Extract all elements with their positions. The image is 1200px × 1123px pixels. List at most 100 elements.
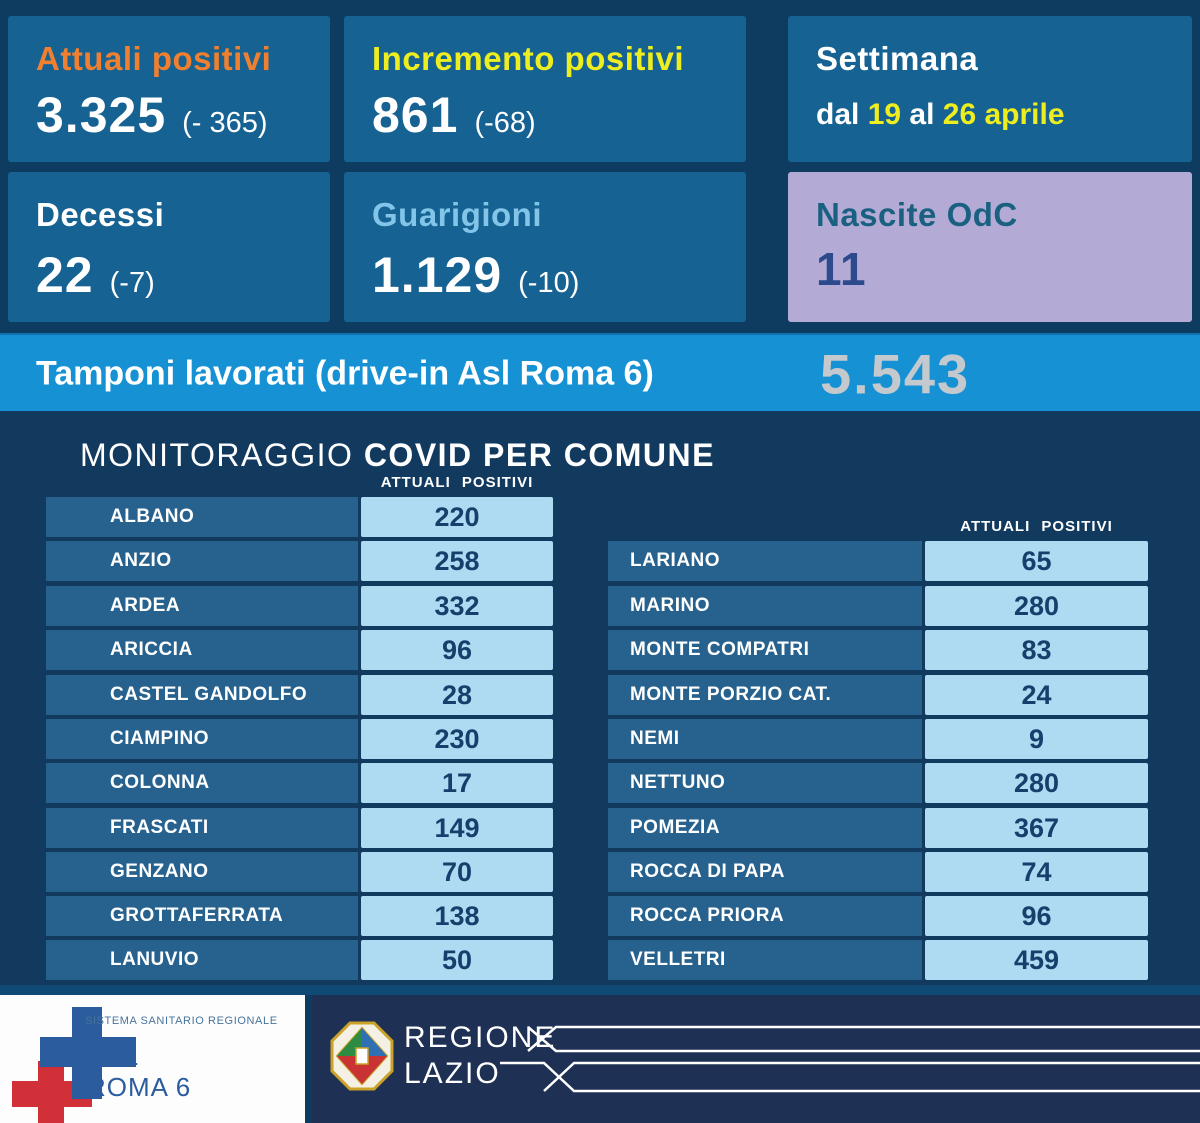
comune-label: CASTEL GANDOLFO bbox=[46, 675, 358, 715]
guarigioni-label: Guarigioni bbox=[372, 196, 542, 233]
comune-value: 149 bbox=[361, 808, 553, 848]
comune-value: 96 bbox=[925, 896, 1148, 936]
table-row: GROTTAFERRATA 138 bbox=[0, 896, 1200, 936]
table-row: GENZANO 70 bbox=[0, 852, 1200, 892]
comune-value: 280 bbox=[925, 763, 1148, 803]
decessi-value: 22 bbox=[36, 247, 94, 303]
comune-label: NEMI bbox=[608, 719, 922, 759]
comune-value: 70 bbox=[361, 852, 553, 892]
comune-label: LARIANO bbox=[608, 541, 922, 581]
table-row: POMEZIA 367 bbox=[0, 808, 1200, 848]
comune-value: 9 bbox=[925, 719, 1148, 759]
attuali-positivi-value: 3.325 bbox=[36, 87, 167, 143]
comune-label: POMEZIA bbox=[608, 808, 922, 848]
footer-regione-panel: REGIONE LAZIO bbox=[312, 995, 1200, 1123]
settimana-label: Settimana bbox=[816, 40, 979, 77]
stat-card-decessi: Decessi 22 (-7) bbox=[8, 172, 330, 322]
footer-divider bbox=[0, 985, 1200, 995]
asl-line2: ROMA 6 bbox=[87, 1072, 192, 1102]
comune-value: 74 bbox=[925, 852, 1148, 892]
table-row: ANZIO 258 bbox=[0, 541, 1200, 581]
comune-value: 332 bbox=[361, 586, 553, 626]
comune-label: NETTUNO bbox=[608, 763, 922, 803]
table-row: ROCCA PRIORA 96 bbox=[0, 896, 1200, 936]
comune-label: ALBANO bbox=[46, 497, 358, 537]
settimana-mid: al bbox=[901, 98, 943, 131]
table-row: VELLETRI 459 bbox=[0, 940, 1200, 980]
comune-label: MONTE COMPATRI bbox=[608, 630, 922, 670]
nascite-odc-value: 11 bbox=[816, 243, 867, 295]
section-title: MONITORAGGIO COVID PER COMUNE bbox=[80, 437, 715, 474]
comune-value: 220 bbox=[361, 497, 553, 537]
settimana-to-date: 26 aprile bbox=[942, 98, 1065, 131]
comune-value: 367 bbox=[925, 808, 1148, 848]
stat-card-guarigioni: Guarigioni 1.129 (-10) bbox=[344, 172, 746, 322]
attuali-positivi-delta: (- 365) bbox=[182, 107, 268, 139]
section-title-bold: COVID PER COMUNE bbox=[363, 437, 715, 473]
column-header-left: ATTUALI POSITIVI bbox=[380, 474, 534, 491]
comune-value: 24 bbox=[925, 675, 1148, 715]
comune-label: GROTTAFERRATA bbox=[46, 896, 358, 936]
comune-label: FRASCATI bbox=[46, 808, 358, 848]
comune-value: 96 bbox=[361, 630, 553, 670]
monitoring-section: MONITORAGGIO COVID PER COMUNE ATTUALI PO… bbox=[0, 411, 1200, 985]
table-row: FRASCATI 149 bbox=[0, 808, 1200, 848]
comune-label: CIAMPINO bbox=[46, 719, 358, 759]
comune-label: ROCCA DI PAPA bbox=[608, 852, 922, 892]
table-row: MARINO 280 bbox=[0, 586, 1200, 626]
nascite-odc-label: Nascite OdC bbox=[816, 196, 1018, 233]
comune-label: GENZANO bbox=[46, 852, 358, 892]
comune-label: ROCCA PRIORA bbox=[608, 896, 922, 936]
comune-label: ARICCIA bbox=[46, 630, 358, 670]
asl-cross-icon bbox=[12, 1007, 136, 1123]
decessi-label: Decessi bbox=[36, 196, 165, 233]
table-row: CIAMPINO 230 bbox=[0, 719, 1200, 759]
comune-value: 83 bbox=[925, 630, 1148, 670]
stat-card-settimana: Settimana dal 19 al 26 aprile bbox=[788, 16, 1192, 162]
asl-line1: ASL bbox=[87, 1041, 140, 1071]
table-row: ARDEA 332 bbox=[0, 586, 1200, 626]
comune-value: 258 bbox=[361, 541, 553, 581]
regione-lazio-crest-icon bbox=[330, 1021, 394, 1091]
guarigioni-delta: (-10) bbox=[518, 267, 580, 299]
tamponi-bar: Tamponi lavorati (drive-in Asl Roma 6) 5… bbox=[0, 333, 1200, 415]
comune-value: 230 bbox=[361, 719, 553, 759]
table-row: NEMI 9 bbox=[0, 719, 1200, 759]
comune-value: 50 bbox=[361, 940, 553, 980]
tamponi-label: Tamponi lavorati (drive-in Asl Roma 6) bbox=[36, 354, 654, 393]
settimana-prefix: dal bbox=[816, 98, 868, 131]
tamponi-value: 5.543 bbox=[820, 342, 971, 406]
table-row: LARIANO 65 bbox=[0, 541, 1200, 581]
incremento-positivi-label: Incremento positivi bbox=[372, 40, 685, 77]
asl-roma6-wordmark: ASL ROMA 6 bbox=[87, 1041, 191, 1103]
footer-asl-panel: SISTEMA SANITARIO REGIONALE ASL ROMA 6 bbox=[0, 995, 305, 1123]
incremento-positivi-delta: (-68) bbox=[474, 107, 536, 139]
settimana-from-date: 19 bbox=[867, 98, 902, 131]
ribbon-lines-icon bbox=[500, 1025, 1200, 1093]
table-row: CASTEL GANDOLFO 28 bbox=[0, 675, 1200, 715]
comune-value: 459 bbox=[925, 940, 1148, 980]
decessi-delta: (-7) bbox=[109, 267, 155, 299]
table-row: ROCCA DI PAPA 74 bbox=[0, 852, 1200, 892]
settimana-range: dal 19 al 26 aprile bbox=[816, 98, 1065, 132]
column-header-right: ATTUALI POSITIVI bbox=[960, 518, 1113, 535]
table-row: ARICCIA 96 bbox=[0, 630, 1200, 670]
table-row: ALBANO 220 bbox=[0, 497, 1200, 537]
stat-card-incremento-positivi: Incremento positivi 861 (-68) bbox=[344, 16, 746, 162]
table-row: MONTE COMPATRI 83 bbox=[0, 630, 1200, 670]
comune-label: ANZIO bbox=[46, 541, 358, 581]
comune-value: 65 bbox=[925, 541, 1148, 581]
comune-value: 17 bbox=[361, 763, 553, 803]
table-row: NETTUNO 280 bbox=[0, 763, 1200, 803]
guarigioni-value: 1.129 bbox=[372, 247, 503, 303]
comune-label: COLONNA bbox=[46, 763, 358, 803]
stat-card-nascite-odc: Nascite OdC 11 bbox=[788, 172, 1192, 322]
regione-line2: LAZIO bbox=[404, 1057, 501, 1090]
comune-label: LANUVIO bbox=[46, 940, 358, 980]
comune-value: 28 bbox=[361, 675, 553, 715]
table-row: COLONNA 17 bbox=[0, 763, 1200, 803]
incremento-positivi-value: 861 bbox=[372, 87, 459, 143]
comune-label: ARDEA bbox=[46, 586, 358, 626]
sistema-sanitario-label: SISTEMA SANITARIO REGIONALE bbox=[85, 1015, 278, 1027]
